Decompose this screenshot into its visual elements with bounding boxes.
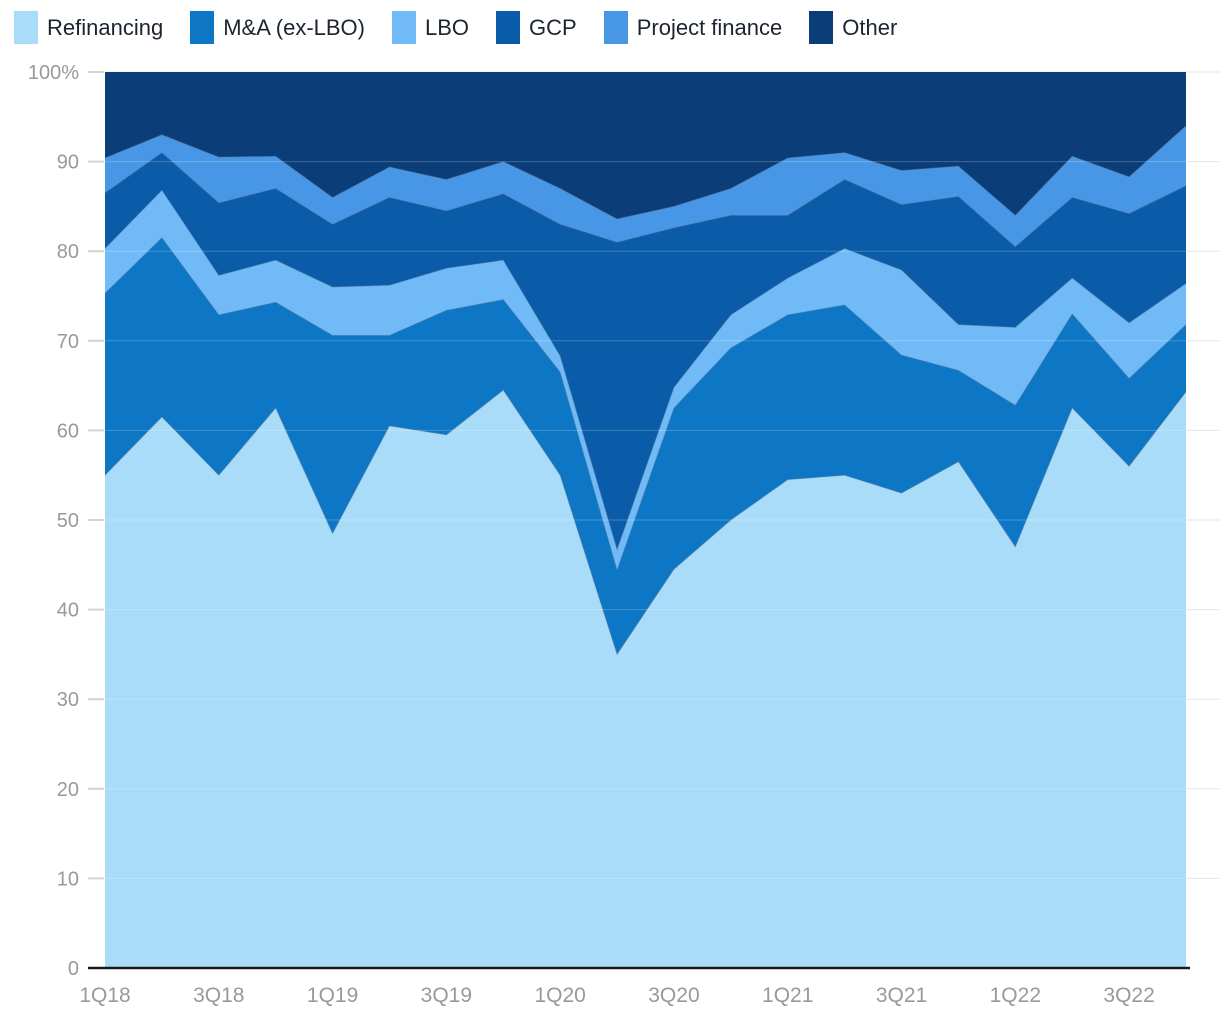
x-axis-tick-label: 1Q19	[307, 984, 358, 1007]
y-axis-tick-label: 30	[57, 689, 79, 711]
x-axis-tick-label: 3Q20	[648, 984, 699, 1007]
legend-item-gcp: GCP	[496, 10, 577, 44]
legend-swatch-project-finance-icon	[603, 10, 628, 44]
legend-item-lbo: LBO	[392, 10, 470, 44]
area-refinancing	[105, 390, 1186, 969]
y-axis-tick-label: 80	[57, 241, 79, 263]
y-axis-tick-label: 40	[57, 600, 79, 622]
legend-swatch-other-icon	[809, 10, 834, 44]
legend-label-refinancing: Refinancing	[47, 14, 164, 40]
legend-swatch-lbo-icon	[392, 10, 416, 44]
x-axis-tick-label: 1Q18	[79, 984, 130, 1007]
legend-swatch-gcp-icon	[496, 10, 521, 44]
legend-item-mna: M&A (ex-LBO)	[190, 10, 365, 44]
legend-label-lbo: LBO	[425, 14, 470, 40]
legend-swatch-mna-icon	[190, 10, 215, 44]
legend-label-gcp: GCP	[529, 14, 577, 40]
x-axis-tick-label: 3Q21	[876, 984, 927, 1007]
chart-legend: Refinancing M&A (ex-LBO) LBO GCP Project…	[14, 9, 897, 45]
legend-label-mna: M&A (ex-LBO)	[223, 14, 365, 40]
series-boundary-line	[104, 389, 1187, 656]
y-axis-tick-label: 60	[57, 420, 79, 442]
x-axis-tick-label: 3Q22	[1103, 984, 1154, 1007]
series-boundary-line	[104, 125, 1187, 220]
y-axis-tick-label: 10	[57, 868, 79, 890]
y-axis-tick-label: 100%	[28, 62, 79, 84]
y-axis-tick-label: 0	[68, 958, 79, 980]
y-axis-tick-label: 50	[57, 510, 79, 532]
x-axis-tick-label: 3Q18	[193, 984, 244, 1007]
legend-item-project-finance: Project finance	[603, 10, 783, 44]
legend-item-other: Other	[809, 10, 898, 44]
legend-label-project-finance: Project finance	[636, 14, 783, 40]
series-boundary-line	[104, 152, 1187, 248]
x-axis-tick-label: 1Q22	[990, 984, 1041, 1007]
x-axis-tick-label: 3Q19	[421, 984, 472, 1007]
y-axis-tick-label: 20	[57, 779, 79, 801]
legend-item-refinancing: Refinancing	[14, 10, 164, 44]
y-axis-tick-label: 90	[57, 152, 79, 174]
legend-swatch-refinancing-icon	[14, 10, 38, 44]
x-axis-tick-label: 1Q21	[762, 984, 813, 1007]
series-boundary-line	[104, 237, 1187, 572]
legend-label-other: Other	[842, 14, 898, 40]
series-boundary-line	[104, 189, 1187, 552]
y-axis-tick-label: 70	[57, 331, 79, 353]
x-axis-tick-label: 1Q20	[534, 984, 585, 1007]
